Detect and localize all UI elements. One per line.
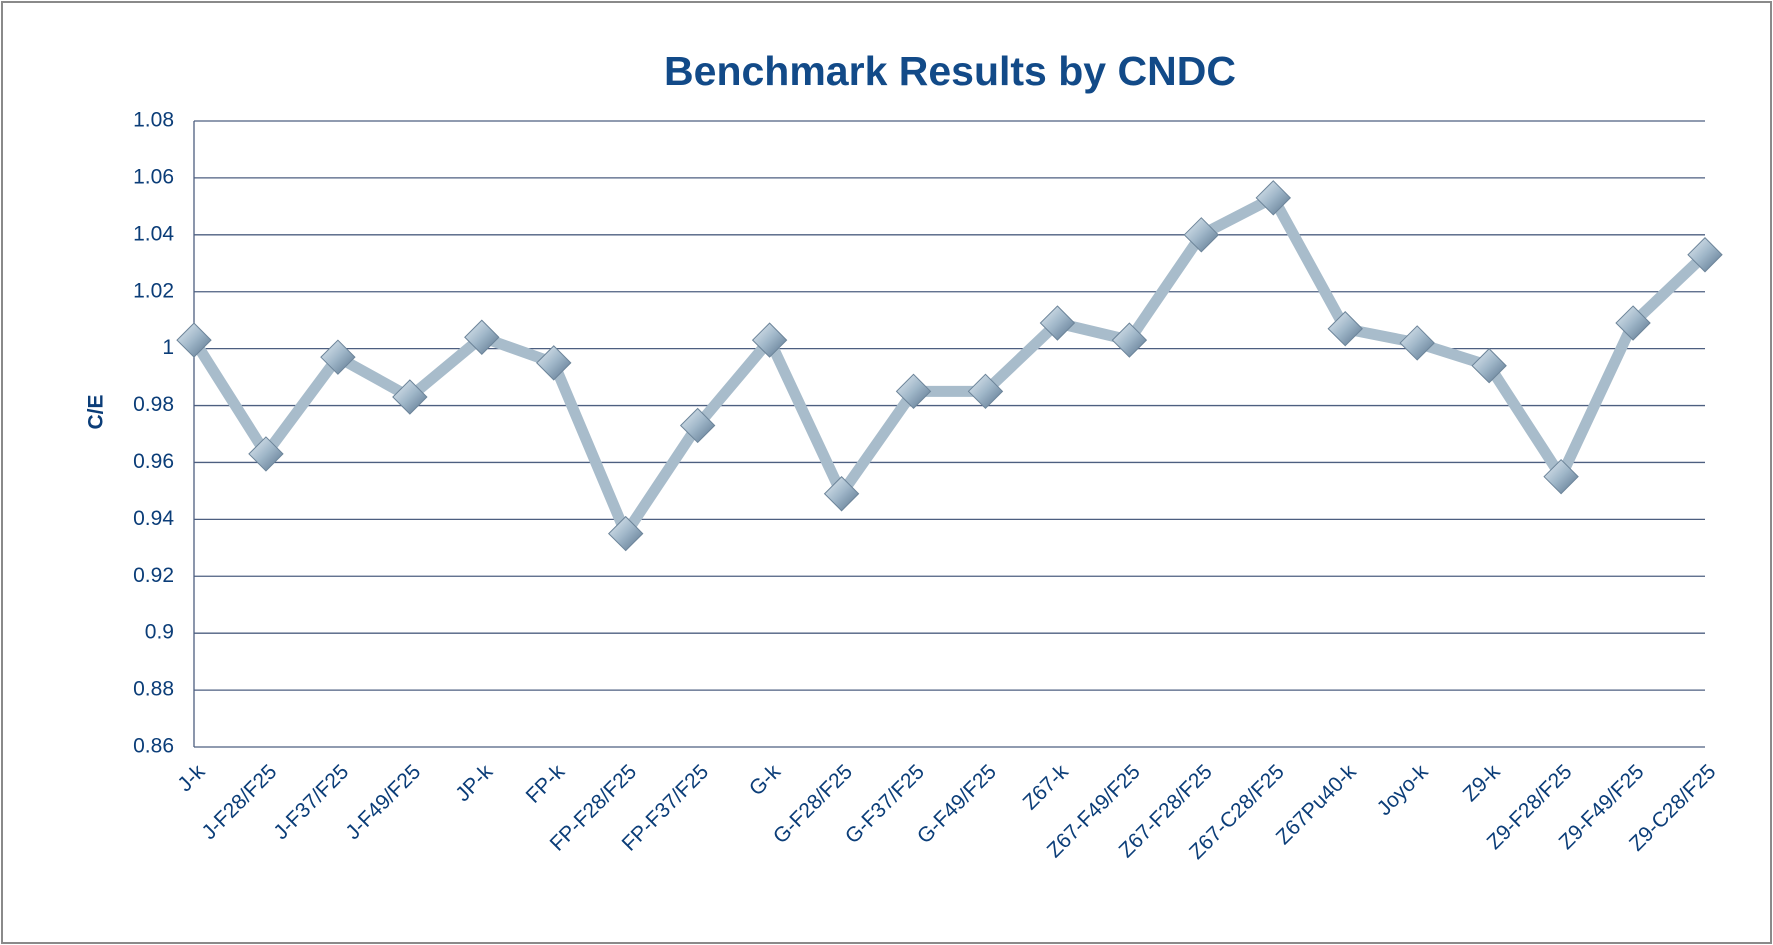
data-point xyxy=(320,339,356,375)
y-axis-title: C/E xyxy=(85,394,108,429)
y-tick-label: 0.9 xyxy=(145,621,174,644)
data-point xyxy=(464,319,500,355)
y-tick-label: 1.04 xyxy=(133,222,174,245)
y-tick-label: 1.02 xyxy=(133,279,174,302)
data-point xyxy=(176,322,212,358)
y-tick-label: 1 xyxy=(162,336,174,359)
data-point xyxy=(1327,311,1363,347)
y-tick-label: 1.08 xyxy=(133,109,174,132)
data-point xyxy=(1471,348,1507,384)
y-tick-label: 0.94 xyxy=(133,507,174,530)
data-point xyxy=(392,379,428,415)
y-tick-label: 0.96 xyxy=(133,450,174,473)
data-point xyxy=(536,345,572,381)
data-point xyxy=(248,436,284,472)
data-point xyxy=(1687,237,1723,273)
y-tick-label: 0.98 xyxy=(133,393,174,416)
data-point xyxy=(751,322,788,358)
data-point xyxy=(1255,180,1291,216)
data-point xyxy=(1543,458,1579,495)
y-tick-label: 1.06 xyxy=(133,165,174,188)
chart-title: Benchmark Results by CNDC xyxy=(664,48,1236,94)
data-point xyxy=(1183,217,1220,253)
y-tick-label: 0.86 xyxy=(133,735,174,758)
data-point xyxy=(1039,305,1076,341)
data-point xyxy=(1111,322,1148,358)
data-point xyxy=(1615,305,1651,341)
data-point xyxy=(679,407,716,444)
series-line xyxy=(189,192,1709,540)
y-tick-label: 0.88 xyxy=(133,678,174,701)
data-point xyxy=(823,476,860,512)
data-point xyxy=(1399,325,1435,361)
y-tick-label: 0.92 xyxy=(133,564,174,587)
data-point xyxy=(967,373,1004,410)
data-point xyxy=(608,515,644,552)
data-point xyxy=(895,373,932,410)
